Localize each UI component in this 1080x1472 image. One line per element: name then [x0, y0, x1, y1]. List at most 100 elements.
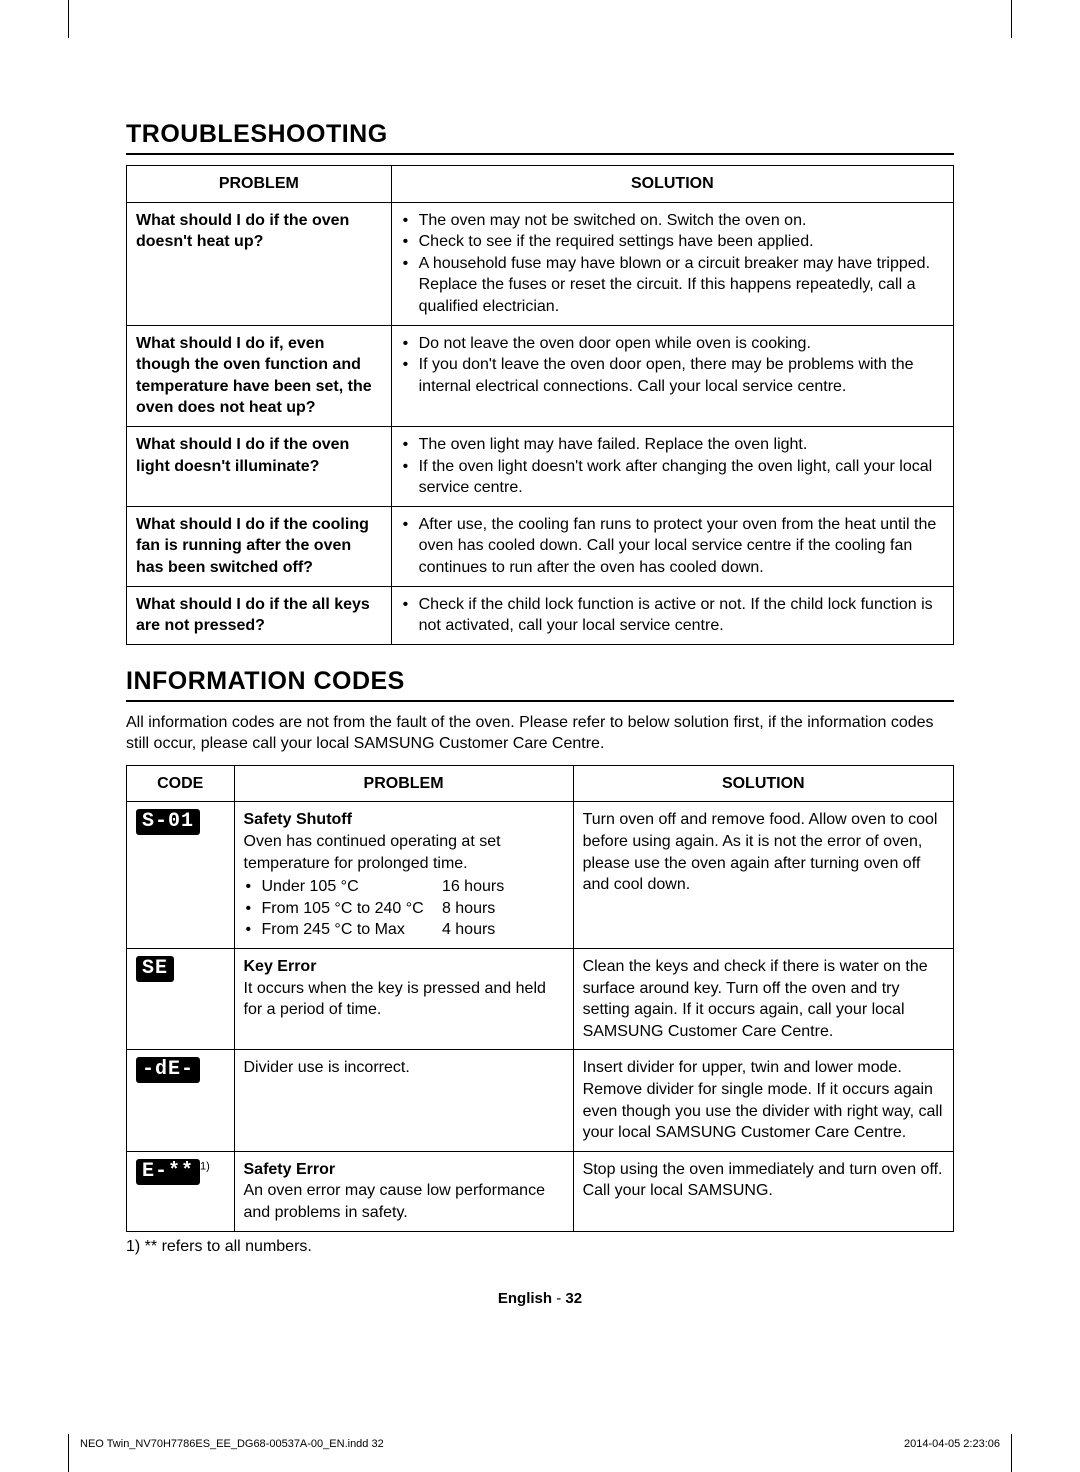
print-footer-left: NEO Twin_NV70H7786ES_EE_DG68-00537A-00_E…: [80, 1438, 384, 1450]
solution-list: After use, the cooling fan runs to prote…: [401, 514, 944, 579]
problem-cell: Safety Error An oven error may cause low …: [234, 1151, 573, 1231]
table-row: -dE- Divider use is incorrect. Insert divi…: [127, 1050, 954, 1151]
solution-item: The oven may not be switched on. Switch …: [401, 210, 944, 232]
solution-cell: Do not leave the oven door open while ov…: [391, 325, 953, 426]
th-solution: SOLUTION: [573, 765, 953, 802]
code-display: SE: [136, 956, 174, 982]
problem-text: What should I do if the cooling fan is r…: [136, 516, 369, 576]
solution-item: Check to see if the required settings ha…: [401, 231, 944, 253]
solution-item: A household fuse may have blown or a cir…: [401, 253, 944, 318]
spec-value: 8 hours: [442, 898, 564, 920]
problem-cell: What should I do if the cooling fan is r…: [127, 506, 392, 586]
problem-cell: Key Error It occurs when the key is press…: [234, 949, 573, 1050]
page-sep: -: [552, 1290, 565, 1307]
table-row: What should I do if the oven doesn't hea…: [127, 202, 954, 325]
solution-text: Call your local SAMSUNG.: [583, 1182, 773, 1199]
problem-cell: What should I do if the oven light doesn…: [127, 426, 392, 506]
table-row: SE Key Error It occurs when the key is pre…: [127, 949, 954, 1050]
problem-cell: Safety Shutoff Oven has continued operati…: [234, 802, 573, 949]
solution-list: Do not leave the oven door open while ov…: [401, 333, 944, 398]
spec-list: Under 105 °C16 hoursFrom 105 °C to 240 °…: [244, 876, 564, 941]
spec-label: From 105 °C to 240 °C: [244, 898, 442, 920]
problem-cell: What should I do if the all keys are not…: [127, 586, 392, 644]
solution-cell: After use, the cooling fan runs to prote…: [391, 506, 953, 586]
table-row: S-01 Safety Shutoff Oven has continued ope…: [127, 802, 954, 949]
page-footer: English - 32: [126, 1290, 954, 1307]
solution-item: Do not leave the oven door open while ov…: [401, 333, 944, 355]
solution-cell: Turn oven off and remove food. Allow ove…: [573, 802, 953, 949]
table-row: What should I do if the all keys are not…: [127, 586, 954, 644]
page-content: TROUBLESHOOTING PROBLEM SOLUTION What sh…: [0, 0, 1080, 1367]
solution-item: If you don't leave the oven door open, t…: [401, 354, 944, 397]
code-display: S-01: [136, 809, 200, 835]
solution-item: The oven light may have failed. Replace …: [401, 434, 944, 456]
code-cell: E-**1): [127, 1151, 235, 1231]
problem-cell: What should I do if the oven doesn't hea…: [127, 202, 392, 325]
solution-item: If the oven light doesn't work after cha…: [401, 456, 944, 499]
info-codes-table: CODE PROBLEM SOLUTION S-01 Safety Shutoff…: [126, 765, 954, 1232]
spec-row: From 105 °C to 240 °C8 hours: [244, 898, 564, 920]
solution-text: Stop using the oven immediately and turn…: [583, 1161, 943, 1178]
spec-row: From 245 °C to Max4 hours: [244, 919, 564, 941]
code-display: -dE-: [136, 1057, 200, 1083]
table-row: What should I do if the oven light doesn…: [127, 426, 954, 506]
solution-item: Check if the child lock function is acti…: [401, 594, 944, 637]
solution-list: The oven light may have failed. Replace …: [401, 434, 944, 499]
table-row: What should I do if, even though the ove…: [127, 325, 954, 426]
solution-cell: Check if the child lock function is acti…: [391, 586, 953, 644]
solution-list: Check if the child lock function is acti…: [401, 594, 944, 637]
troubleshooting-table: PROBLEM SOLUTION What should I do if the…: [126, 165, 954, 645]
problem-desc: Oven has continued operating at set temp…: [244, 833, 501, 872]
info-codes-heading: INFORMATION CODES: [126, 667, 954, 702]
problem-desc: Divider use is incorrect.: [244, 1059, 410, 1076]
table-row: What should I do if the cooling fan is r…: [127, 506, 954, 586]
solution-text: Insert divider for upper, twin and lower…: [583, 1059, 943, 1141]
page-num: 32: [565, 1290, 582, 1307]
problem-text: What should I do if the oven doesn't hea…: [136, 212, 349, 251]
solution-cell: Insert divider for upper, twin and lower…: [573, 1050, 953, 1151]
code-superscript: 1): [200, 1160, 210, 1172]
spec-label: From 245 °C to Max: [244, 919, 442, 941]
problem-desc: An oven error may cause low performance …: [244, 1182, 545, 1221]
th-problem: PROBLEM: [127, 166, 392, 203]
problem-text: What should I do if the oven light doesn…: [136, 436, 349, 475]
problem-title: Safety Shutoff: [244, 811, 352, 828]
print-footer-right: 2014-04-05 2:23:06: [904, 1438, 1000, 1450]
cropmark: [68, 0, 69, 38]
problem-cell: What should I do if, even though the ove…: [127, 325, 392, 426]
solution-list: The oven may not be switched on. Switch …: [401, 210, 944, 318]
problem-text: What should I do if the all keys are not…: [136, 596, 370, 635]
problem-cell: Divider use is incorrect.: [234, 1050, 573, 1151]
problem-title: Key Error: [244, 958, 317, 975]
solution-text: Clean the keys and check if there is wat…: [583, 958, 928, 1040]
solution-cell: Stop using the oven immediately and turn…: [573, 1151, 953, 1231]
solution-item: After use, the cooling fan runs to prote…: [401, 514, 944, 579]
th-problem: PROBLEM: [234, 765, 573, 802]
code-cell: SE: [127, 949, 235, 1050]
spec-row: Under 105 °C16 hours: [244, 876, 564, 898]
solution-text: Turn oven off and remove food. Allow ove…: [583, 811, 938, 893]
solution-cell: The oven light may have failed. Replace …: [391, 426, 953, 506]
spec-value: 16 hours: [442, 876, 564, 898]
problem-text: What should I do if, even though the ove…: [136, 335, 372, 417]
solution-cell: Clean the keys and check if there is wat…: [573, 949, 953, 1050]
th-code: CODE: [127, 765, 235, 802]
page-lang: English: [498, 1290, 552, 1307]
code-display: E-**: [136, 1159, 200, 1185]
info-codes-intro: All information codes are not from the f…: [126, 712, 954, 755]
solution-cell: The oven may not be switched on. Switch …: [391, 202, 953, 325]
cropmark: [1011, 0, 1012, 38]
footnote: 1) ** refers to all numbers.: [126, 1238, 954, 1256]
code-cell: -dE-: [127, 1050, 235, 1151]
cropmark: [1011, 1434, 1012, 1472]
spec-value: 4 hours: [442, 919, 564, 941]
code-cell: S-01: [127, 802, 235, 949]
troubleshooting-heading: TROUBLESHOOTING: [126, 120, 954, 155]
spec-label: Under 105 °C: [244, 876, 442, 898]
problem-desc: It occurs when the key is pressed and he…: [244, 980, 546, 1019]
problem-title: Safety Error: [244, 1161, 336, 1178]
th-solution: SOLUTION: [391, 166, 953, 203]
cropmark: [68, 1434, 69, 1472]
table-row: E-**1) Safety Error An oven error may caus…: [127, 1151, 954, 1231]
print-footer: NEO Twin_NV70H7786ES_EE_DG68-00537A-00_E…: [80, 1438, 1000, 1450]
